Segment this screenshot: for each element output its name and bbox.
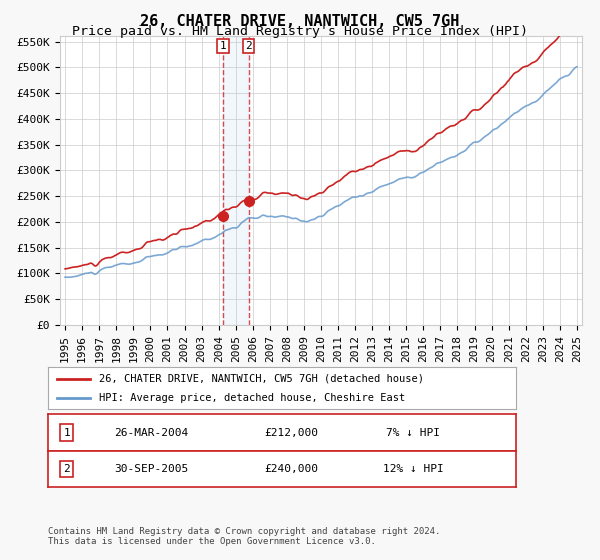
- Text: 2: 2: [64, 464, 70, 474]
- Text: £212,000: £212,000: [265, 428, 319, 437]
- Text: 26, CHATER DRIVE, NANTWICH, CW5 7GH (detached house): 26, CHATER DRIVE, NANTWICH, CW5 7GH (det…: [100, 374, 424, 384]
- Bar: [223, 36, 248, 325]
- Text: 2: 2: [245, 41, 252, 51]
- Text: Contains HM Land Registry data © Crown copyright and database right 2024.
This d: Contains HM Land Registry data © Crown c…: [48, 526, 440, 546]
- Text: 30-SEP-2005: 30-SEP-2005: [114, 464, 188, 474]
- Text: 1: 1: [220, 41, 226, 51]
- Text: 7% ↓ HPI: 7% ↓ HPI: [386, 428, 440, 437]
- Text: 26, CHATER DRIVE, NANTWICH, CW5 7GH: 26, CHATER DRIVE, NANTWICH, CW5 7GH: [140, 14, 460, 29]
- Text: 12% ↓ HPI: 12% ↓ HPI: [383, 464, 443, 474]
- Text: HPI: Average price, detached house, Cheshire East: HPI: Average price, detached house, Ches…: [100, 393, 406, 403]
- Text: 1: 1: [64, 428, 70, 437]
- Text: 26-MAR-2004: 26-MAR-2004: [114, 428, 188, 437]
- Text: £240,000: £240,000: [265, 464, 319, 474]
- Text: Price paid vs. HM Land Registry's House Price Index (HPI): Price paid vs. HM Land Registry's House …: [72, 25, 528, 38]
